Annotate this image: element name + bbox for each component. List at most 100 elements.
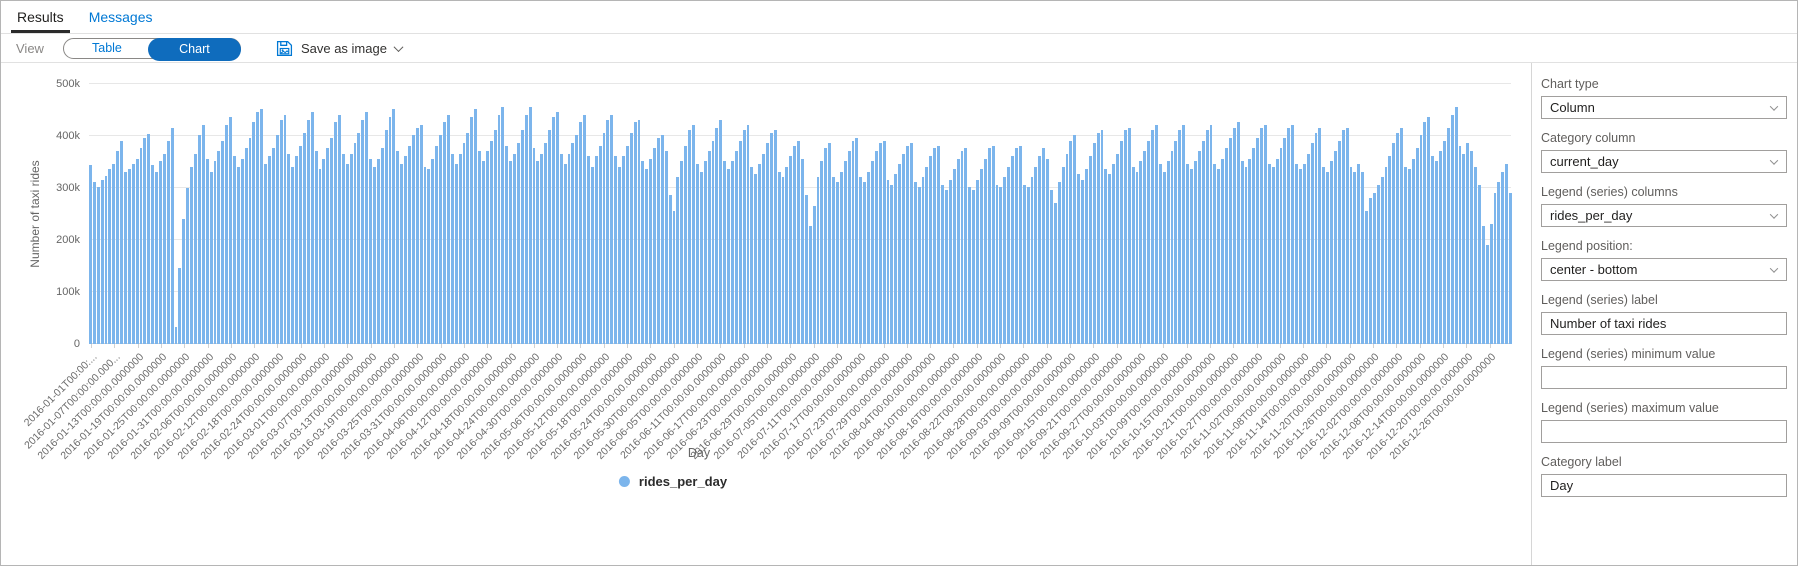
bar (688, 130, 692, 344)
x-tick (90, 344, 92, 348)
bar (882, 140, 886, 344)
bar (489, 140, 493, 344)
bar (1349, 166, 1353, 344)
plot-area[interactable]: 500k 400k 300k 200k 100k 0 (56, 78, 1512, 350)
chart-area: Number of taxi rides 500k 400k 300k 200k 100… (1, 63, 1531, 565)
category-column-select[interactable]: current_day (1541, 150, 1787, 173)
bar (925, 166, 929, 344)
bar (396, 151, 400, 344)
save-as-image-button[interactable]: Save as image (276, 40, 404, 57)
chevron-down-icon (1769, 263, 1779, 273)
bar (1061, 166, 1065, 344)
x-tick (300, 344, 302, 348)
bar (1205, 130, 1209, 344)
gridline (89, 291, 1511, 292)
bar (836, 182, 839, 344)
x-tick (836, 344, 838, 348)
bar (178, 268, 182, 344)
bar (330, 138, 334, 344)
x-tick (347, 344, 349, 348)
x-tick (1443, 344, 1444, 348)
bar (404, 156, 408, 344)
bar (1069, 140, 1073, 344)
bar (520, 130, 524, 344)
x-labels: 2016-01-01T00:00:... 2016-01-07T00:00:00.… (22, 351, 1511, 471)
bar (326, 148, 330, 344)
bar (1127, 127, 1131, 344)
x-tick (160, 344, 162, 348)
bar (968, 187, 972, 344)
x-tick (1466, 344, 1468, 348)
x-tick (230, 344, 232, 348)
bar (1365, 210, 1369, 344)
bar (388, 117, 392, 344)
tab-messages[interactable]: Messages (83, 1, 159, 33)
bar (816, 177, 820, 344)
bar (1509, 192, 1512, 344)
y-tick-label: 400k (56, 130, 80, 142)
chart-type-select[interactable]: Column (1541, 96, 1787, 119)
bar (1271, 166, 1275, 344)
bar (730, 161, 734, 344)
bar (1252, 148, 1256, 344)
x-tick (137, 344, 139, 348)
chart-toggle-label: Chart (179, 42, 210, 56)
table-toggle-label: Table (92, 41, 122, 55)
bar (707, 151, 711, 344)
bar (131, 164, 135, 344)
tab-results[interactable]: Results (11, 1, 70, 33)
bar (155, 171, 159, 344)
bar (376, 158, 380, 344)
chart-toggle-button[interactable]: Chart (147, 37, 241, 61)
bar (723, 161, 727, 344)
x-tick (1233, 344, 1235, 348)
category-column-value: current_day (1550, 154, 1619, 169)
category-label-input[interactable] (1541, 474, 1787, 497)
legend-columns-select[interactable]: rides_per_day (1541, 204, 1787, 227)
x-tick (463, 344, 465, 348)
x-tick (906, 344, 908, 348)
legend-columns-value: rides_per_day (1550, 208, 1633, 223)
bar (960, 151, 964, 344)
bar (1505, 164, 1509, 344)
bar (742, 130, 746, 344)
tab-messages-label: Messages (88, 9, 153, 25)
bar (295, 156, 299, 344)
bar (353, 143, 357, 344)
bar (190, 166, 194, 344)
bar (902, 153, 906, 344)
legend-label-input[interactable] (1541, 312, 1787, 335)
table-toggle-button[interactable]: Table (64, 39, 150, 58)
bar (248, 138, 252, 344)
bar (439, 135, 443, 344)
legend-marker-icon (618, 476, 630, 487)
bar (734, 151, 738, 344)
legend-min-input[interactable] (1541, 366, 1787, 389)
bar (629, 132, 633, 344)
bar (758, 164, 762, 344)
chart-settings-panel: Chart type Column Category column curren… (1531, 63, 1797, 565)
bar (369, 158, 373, 344)
x-tick (930, 344, 932, 348)
bar (124, 172, 127, 344)
x-tick (1279, 344, 1281, 348)
bar (264, 164, 267, 344)
bar (851, 140, 855, 344)
bar (1400, 127, 1404, 344)
bar (1186, 164, 1190, 344)
bar (1193, 161, 1197, 344)
bar (120, 140, 124, 344)
x-tick (324, 344, 326, 348)
bar (92, 182, 96, 344)
legend-position-select[interactable]: center - bottom (1541, 258, 1787, 281)
category-column-label: Category column (1541, 131, 1636, 145)
bar (201, 125, 205, 344)
bar (1302, 164, 1306, 344)
bar (1139, 161, 1143, 344)
legend-max-input[interactable] (1541, 420, 1787, 443)
bar (540, 153, 544, 344)
bar (501, 106, 505, 344)
x-tick (673, 344, 675, 348)
x-tick (277, 344, 279, 348)
chart-legend[interactable]: rides_per_day (618, 474, 727, 489)
